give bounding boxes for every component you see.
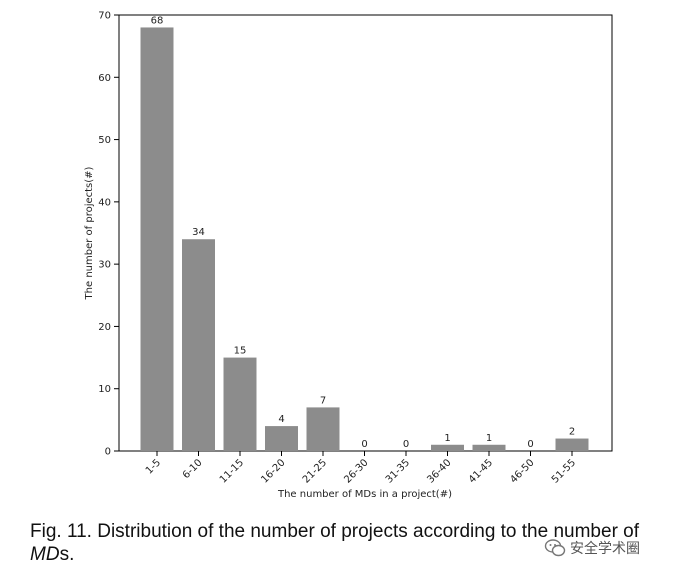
bar-value-label: 0 [361,439,367,450]
x-tick-label: 16-20 [259,457,287,485]
bars: 68 34 15 4 7 0 0 1 1 0 2 [140,15,589,451]
bar-value-label: 2 [569,427,575,438]
figure-caption: Fig. 11. Distribution of the number of p… [30,520,675,566]
bar-value-label: 0 [527,439,533,450]
x-tick-label: 21-25 [301,457,329,485]
x-tick-label: 41-45 [467,457,495,485]
y-tick-label: 30 [98,260,111,271]
x-tick-label: 26-30 [342,457,370,485]
caption-text: Fig. 11. Distribution of the number of p… [30,521,640,542]
y-tick-label: 70 [98,11,111,22]
bar [265,426,298,451]
y-axis: 0 10 20 30 40 50 60 70 [98,11,119,458]
y-tick-label: 60 [98,73,111,84]
y-axis-label: The number of projects(#) [84,166,95,300]
caption-suffix: s. [59,544,75,565]
bar-value-label: 34 [192,227,205,238]
plot-frame [118,14,613,452]
x-axis: 1-5 6-10 11-15 16-20 21-25 26-30 31-35 36-40 41-… [144,451,578,486]
y-tick-label: 50 [98,135,111,146]
x-tick-label: 46-50 [508,457,536,485]
caption-emphasis: MD [30,544,60,565]
bar-value-label: 1 [444,433,450,444]
watermark-text: 安全学术圈 [570,541,640,557]
x-axis-label: The number of MDs in a project(#) [277,489,452,500]
bar [306,407,340,451]
x-tick-label: 1-5 [144,457,163,476]
wechat-icon [544,539,566,557]
x-tick-label: 51-55 [550,457,578,485]
watermark: 安全学术圈 [544,537,640,559]
bar-value-label: 7 [320,395,326,406]
y-tick-label: 0 [105,447,111,458]
bar [182,239,215,451]
bar [555,438,589,451]
bar-value-label: 15 [234,346,247,357]
bar [140,27,174,451]
bar [431,444,464,451]
bar [472,444,506,451]
x-tick-label: 11-15 [218,457,246,485]
y-tick-label: 20 [98,322,111,333]
y-tick-label: 10 [98,384,111,395]
y-tick-label: 40 [98,197,111,208]
x-tick-label: 36-40 [425,457,453,485]
x-tick-label: 31-35 [384,457,412,485]
bar-value-label: 4 [278,414,284,425]
x-tick-label: 6-10 [181,457,205,481]
bar [223,357,257,451]
bar-value-label: 1 [486,433,492,444]
bar-value-label: 0 [403,439,409,450]
bar-value-label: 68 [151,15,164,26]
